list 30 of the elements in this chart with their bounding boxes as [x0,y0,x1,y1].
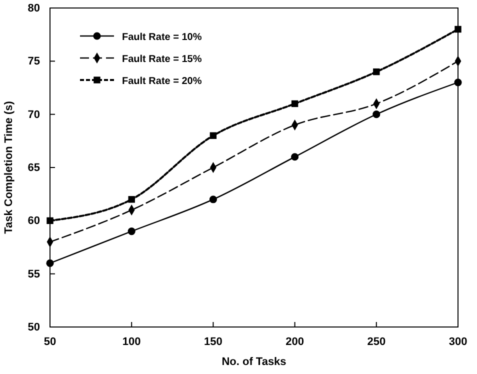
point [454,78,462,86]
x-tick-label: 100 [122,336,141,348]
point [209,196,217,204]
y-tick-label: 50 [28,322,40,334]
x-axis-title: No. of Tasks [222,356,286,368]
legend-label: Fault Rate = 10% [122,32,202,43]
point [46,217,54,224]
y-tick-label: 60 [28,215,40,228]
point [291,100,298,108]
y-tick-label: 75 [28,56,40,68]
point [46,259,54,267]
point [128,228,136,236]
x-tick-label: 200 [286,336,304,348]
point [454,26,462,33]
x-tick-label: 150 [204,336,222,348]
y-tick-label: 65 [28,162,40,174]
legend-label: Fault Rate = 15% [122,54,202,65]
y-tick-label: 80 [28,2,40,15]
y-tick-label: 70 [28,108,40,121]
x-tick-label: 50 [44,336,56,348]
x-tick-label: 300 [448,336,468,348]
point [373,68,380,76]
y-axis-title: Task Completion Time (s) [3,100,15,234]
x-tick-label: 250 [367,336,386,348]
point [128,196,135,203]
point [372,110,380,118]
point [291,153,299,161]
y-tick-label: 55 [28,268,40,280]
point [210,132,217,139]
legend-label: Fault Rate = 20% [122,76,202,87]
